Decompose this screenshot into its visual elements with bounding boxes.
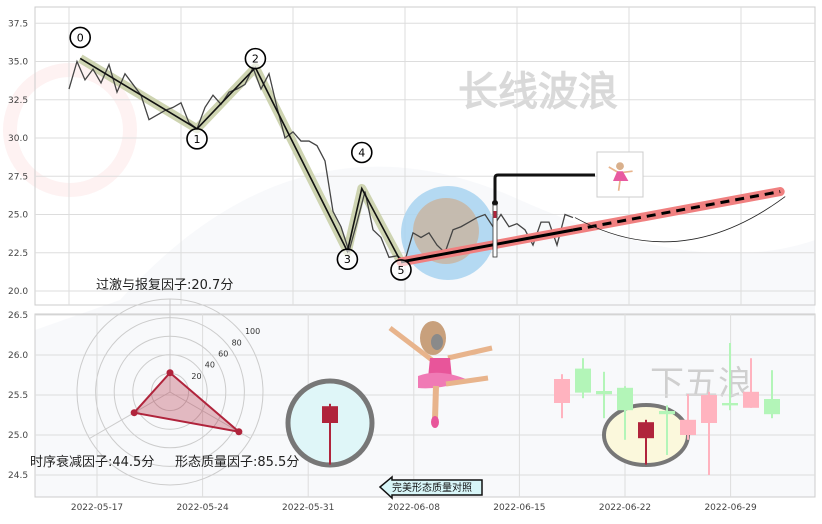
y-tick-label: 25.5: [8, 391, 28, 401]
radar-point: [235, 428, 243, 436]
candle-body: [680, 419, 696, 435]
radar-tick-label: 100: [245, 327, 260, 336]
radar-tick-label: 20: [191, 372, 201, 381]
radar-point: [166, 369, 174, 377]
radar-axis-label: 过激与报复因子:20.7分: [96, 278, 233, 293]
radar-point: [130, 409, 138, 417]
wave-label: 2: [252, 53, 259, 66]
callout-arrow-tip: [492, 200, 498, 206]
trend-line-dashed: [572, 190, 781, 232]
ballerina-icon-small: [608, 162, 633, 191]
highlight-candle: [322, 403, 338, 465]
x-tick-label: 2022-06-22: [599, 503, 651, 513]
candle-body: [764, 399, 780, 415]
y-tick-label: 37.5: [8, 19, 28, 29]
y-tick-label: 30.0: [8, 134, 28, 144]
candle-body: [743, 391, 759, 408]
candle-body: [575, 368, 591, 393]
top-grid: 20.0 22.5 25.0 27.5 30.0 32.5 35.0 37.5: [8, 7, 815, 305]
y-tick-label: 35.0: [8, 58, 28, 68]
wave-label-circle: [336, 248, 359, 271]
bottom-panel-frame: [34, 313, 816, 498]
x-tick-label: 2022-06-08: [388, 503, 441, 513]
candle-body: [554, 379, 570, 403]
x-tick-label: 2022-06-15: [493, 503, 545, 513]
wave-label-circle: [69, 26, 91, 49]
breakout-candle: [493, 211, 497, 218]
radar-tick-label: 40: [205, 361, 215, 370]
callout-arrow: [493, 173, 595, 203]
candle-body: [659, 411, 675, 415]
radar-axis-label: 形态质量因子:85.5分: [175, 455, 299, 470]
wave-label: 1: [194, 133, 201, 146]
wave-label: 0: [77, 31, 84, 44]
candle-body: [617, 387, 633, 411]
trend-line-solid: [400, 228, 574, 264]
candle-body: [722, 403, 738, 406]
wave-line: [79, 57, 402, 263]
watermark-text: 长线波浪: [458, 69, 618, 115]
ballerina-icon: [388, 321, 493, 428]
y-tick-label: 22.5: [8, 249, 28, 259]
x-tick-label: 2022-06-29: [704, 503, 757, 513]
price-panel: 0 1 2 3 4 5: [68, 26, 786, 281]
candle-body: [322, 406, 338, 423]
radar-tick-label: 60: [218, 350, 228, 359]
wave-label-circle: [186, 128, 208, 150]
y-tick-label: 25.0: [8, 431, 28, 441]
y-tick-label: 32.5: [8, 96, 28, 106]
candle-body: [638, 422, 654, 439]
y-tick-label: 26.0: [8, 351, 28, 361]
wave-label-circle: [390, 259, 412, 281]
candle-body: [596, 391, 612, 395]
candles: [554, 343, 780, 475]
wave-label-circle: [244, 47, 267, 70]
y-tick-label: 26.5: [8, 311, 28, 321]
y-tick-label: 25.0: [8, 211, 28, 221]
price-line: [68, 59, 574, 262]
projection-arc: [574, 196, 786, 243]
radar-axis-label: 时序衰减因子:44.5分: [30, 454, 154, 470]
radar-tick-label: 80: [232, 338, 242, 347]
compare-button-label: 完美形态质量对照: [392, 481, 472, 494]
y-tick-label: 24.5: [8, 471, 28, 481]
candle-body: [701, 395, 717, 423]
wave-label: 5: [398, 264, 405, 277]
wave-label-circle: [350, 141, 373, 164]
top-panel-frame: [34, 6, 816, 306]
x-tick-label: 2022-05-31: [282, 503, 334, 513]
radar-axis: [89, 391, 171, 439]
compare-button[interactable]: 完美形态质量对照: [378, 475, 483, 500]
x-tick-label: 2022-05-17: [71, 503, 123, 513]
wave-label: 4: [358, 146, 365, 159]
x-tick-label: 2022-05-24: [176, 503, 229, 513]
breakout-marker: [492, 204, 498, 258]
y-tick-label: 27.5: [8, 172, 28, 182]
radar-area: [132, 371, 243, 434]
wave-label: 3: [344, 253, 351, 266]
y-tick-label: 20.0: [8, 287, 28, 297]
